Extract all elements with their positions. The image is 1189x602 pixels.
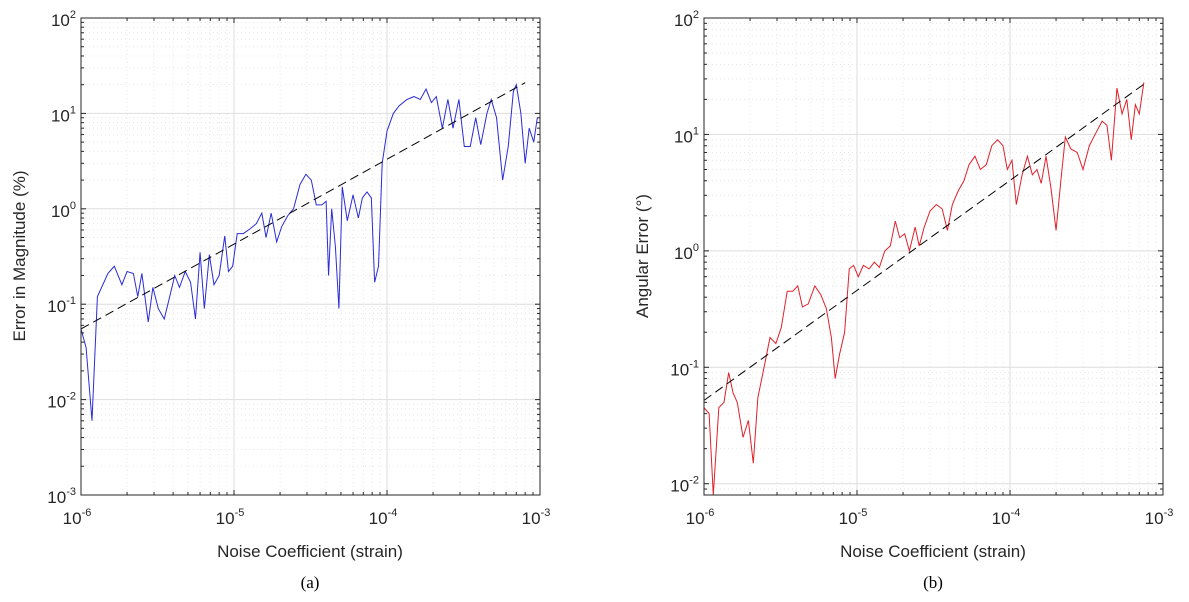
panel-caption-a: (a) xyxy=(301,573,320,592)
y-tick-label: 10-3 xyxy=(47,486,76,507)
x-tick-label: 10-5 xyxy=(839,507,868,528)
plot-area-a xyxy=(81,18,540,495)
data-series-line xyxy=(80,82,538,421)
y-tick-label: 10-1 xyxy=(47,295,76,316)
x-tick-label: 10-3 xyxy=(522,507,551,528)
y-axis-label-b: Angular Error (°) xyxy=(633,194,652,318)
y-tick-label: 10-2 xyxy=(47,391,76,412)
x-axis-label-b: Noise Coefficient (strain) xyxy=(840,542,1026,561)
x-tick-label: 10-3 xyxy=(1145,507,1174,528)
x-tick-label: 10-4 xyxy=(992,507,1021,528)
y-tick-label: 10-2 xyxy=(670,475,699,496)
data-series-line xyxy=(703,82,1145,496)
y-tick-label: 101 xyxy=(51,104,76,125)
y-tick-label: 100 xyxy=(51,200,76,221)
x-tick-label: 10-6 xyxy=(63,507,92,528)
x-tick-label: 10-4 xyxy=(369,507,398,528)
ticks-a: 10-6 10-5 10-4 10-3 10-3 10-2 10-1 100 101 102 xyxy=(47,9,550,528)
trend-line xyxy=(80,82,526,330)
y-tick-label: 101 xyxy=(674,125,699,146)
ticks-b: 10-6 10-5 10-4 10-3 10-2 10-1 100 101 102 xyxy=(670,9,1173,528)
x-tick-label: 10-6 xyxy=(686,507,715,528)
y-tick-label: 102 xyxy=(674,9,699,30)
series-layer-b xyxy=(703,81,1147,496)
y-tick-label: 100 xyxy=(674,242,699,263)
y-tick-label: 102 xyxy=(51,9,76,30)
y-axis-label-a: Error in Magnitude (%) xyxy=(10,170,29,341)
x-axis-label-a: Noise Coefficient (strain) xyxy=(217,542,403,561)
series-layer-a xyxy=(80,82,538,421)
x-tick-label: 10-5 xyxy=(216,507,245,528)
panel-caption-b: (b) xyxy=(923,573,943,592)
grid-b xyxy=(703,17,1164,496)
trend-line xyxy=(703,81,1147,401)
plot-frame-a xyxy=(80,17,541,496)
chart-panel-a: 10-6 10-5 10-4 10-3 10-3 10-2 10-1 100 101 102 No… xyxy=(10,9,550,592)
chart-panel-b: 10-6 10-5 10-4 10-3 10-2 10-1 100 101 102 Noise … xyxy=(633,9,1173,592)
y-tick-label: 10-1 xyxy=(670,358,699,379)
